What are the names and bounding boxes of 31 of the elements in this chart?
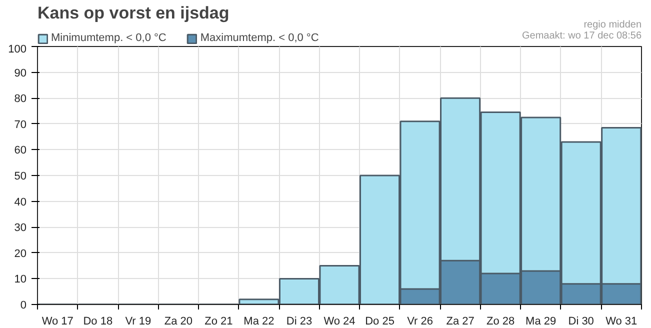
x-tick-label: Zo 28 [486, 316, 515, 328]
x-tick-label: Do 18 [83, 316, 113, 328]
x-tick-label: Do 25 [365, 316, 394, 328]
y-tick-label: 10 [14, 274, 27, 286]
y-tick-label: 50 [14, 170, 27, 182]
chart-title: Kans op vorst en ijsdag [38, 4, 230, 22]
y-tick-label: 40 [14, 196, 27, 208]
x-tick-label: Ma 29 [526, 316, 556, 328]
y-tick-label: 70 [14, 118, 27, 131]
y-tick-label: 30 [14, 222, 27, 234]
x-tick-label: Zo 21 [204, 316, 233, 328]
y-tick-label: 100 [8, 44, 27, 56]
x-tick-label: Wo 24 [324, 316, 356, 328]
x-tick-label: Vr 26 [407, 316, 433, 328]
text: regio midden [584, 20, 642, 30]
x-tick-label: Di 30 [568, 316, 594, 328]
x-tick-label: Vr 19 [125, 316, 152, 328]
y-tick-label: 0 [20, 300, 27, 312]
x-tick-label: Ma 22 [244, 316, 274, 328]
x-tick-label: Di 23 [286, 316, 312, 328]
x-tick-label: Wo 17 [42, 316, 74, 328]
x-tick-label: Za 20 [164, 316, 193, 328]
y-tick-label: 80 [14, 93, 27, 106]
legend-label: Maximumtemp. < 0,0 °C [200, 32, 319, 44]
y-tick-label: 90 [14, 67, 27, 80]
y-tick-label: 20 [14, 248, 27, 260]
y-tick-label: 60 [14, 144, 27, 157]
text: Gemaakt: wo 17 dec 08:56 [522, 30, 642, 42]
x-tick-label: Za 27 [446, 316, 474, 328]
legend-label: Minimumtemp. < 0,0 °C [51, 32, 166, 44]
x-tick-label: Wo 31 [606, 316, 638, 328]
